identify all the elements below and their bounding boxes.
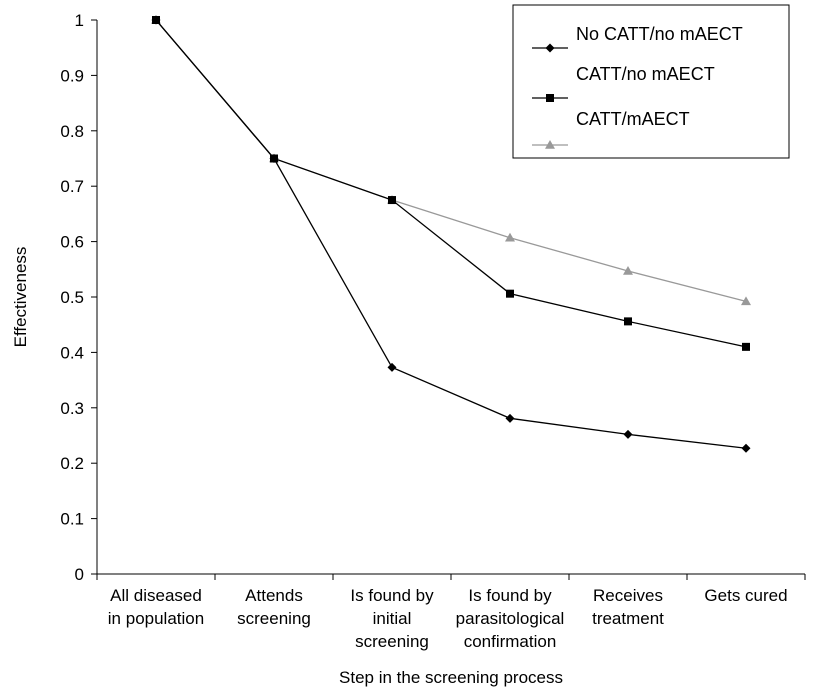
y-tick-label: 0 [75,565,84,584]
y-tick-label: 0.4 [60,343,84,362]
data-point [741,296,751,306]
y-tick-label: 0.2 [60,454,84,473]
x-tick-label: Is found by initial screening [350,586,434,651]
y-tick-label: 0.7 [60,177,84,196]
y-tick-label: 0.1 [60,510,84,529]
data-point [505,232,515,242]
series [151,15,751,453]
y-tick-label: 0.8 [60,122,84,141]
y-tick-label: 1 [75,11,84,30]
legend-label: CATT/no mAECT [576,64,715,84]
legend-box [512,4,790,159]
x-tick-label: Attends screening [237,586,311,628]
y-ticks: 0 0.1 0.2 0.3 0.4 0.5 0.6 0.7 0.8 0.9 1 [60,11,97,584]
y-tick-label: 0.6 [60,233,84,252]
data-point [741,443,751,453]
legend-label: CATT/mAECT [576,109,690,129]
series-layer [151,15,751,453]
data-point [387,362,397,372]
series-line [155,19,747,449]
data-point [388,196,396,205]
legend-label: No CATT/no mAECT [576,24,743,44]
data-point [505,413,515,423]
data-point [269,154,279,163]
legend-marker [545,43,555,53]
data-point [506,289,514,298]
y-tick-label: 0.5 [60,288,84,307]
legend-marker [546,94,554,102]
data-point [623,265,633,275]
data-point [623,429,633,439]
x-tick-label: Is found by parasitological confirmation [456,586,565,651]
data-point [624,317,632,326]
y-tick-label: 0.9 [60,66,84,85]
legend: No CATT/no mAECT CATT/no mAECT CATT/mAECT [512,4,790,159]
x-tick-label: Receives treatment [592,586,664,628]
y-axis-label: Effectiveness [11,247,30,348]
x-tick-label: All diseased in population [108,586,204,628]
y-tick-label: 0.3 [60,399,84,418]
x-ticks: All diseased in population Attends screenin… [96,574,806,651]
x-axis-label: Step in the screening process [339,668,563,687]
x-tick-label: Gets cured [704,586,787,605]
data-point [742,342,750,351]
legend-marker [545,140,555,149]
data-point [151,15,161,25]
